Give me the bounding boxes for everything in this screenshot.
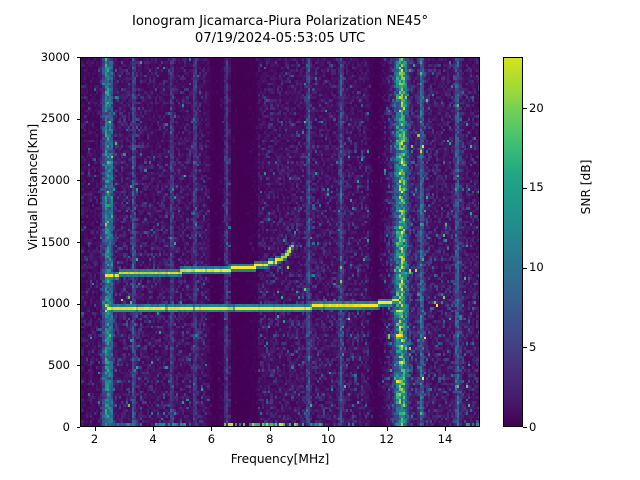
x-tick-mark	[445, 427, 446, 431]
x-tick-label: 8	[266, 432, 274, 446]
colorbar-tick-label: 5	[529, 339, 537, 354]
colorbar-tick-label: 20	[529, 100, 544, 115]
y-tick-mark	[76, 303, 80, 305]
colorbar-tick-label: 0	[529, 419, 537, 434]
ionogram-plot-area	[80, 57, 480, 427]
x-tick-label: 10	[320, 432, 336, 446]
y-tick-label: 3000	[40, 49, 70, 64]
y-tick-label: 500	[48, 357, 70, 372]
y-tick-label: 2000	[40, 172, 70, 187]
colorbar-tick-label: 15	[529, 180, 544, 195]
colorbar-tick-label: 10	[529, 260, 544, 274]
y-tick-mark	[76, 242, 80, 243]
x-tick-mark	[94, 427, 96, 431]
x-tick-label: 6	[207, 432, 216, 446]
colorbar-tick-mark	[523, 267, 527, 269]
colorbar	[503, 57, 523, 427]
y-tick-mark	[76, 118, 80, 120]
colorbar-label: SNR [dB]	[579, 159, 593, 215]
x-tick-label: 12	[379, 432, 394, 446]
x-tick-label: 2	[90, 432, 99, 446]
y-tick-mark	[76, 365, 80, 367]
x-tick-mark	[153, 427, 154, 431]
x-tick-mark	[269, 427, 271, 431]
y-tick-mark	[76, 180, 80, 182]
colorbar-tick-mark	[523, 347, 527, 349]
x-tick-mark	[386, 427, 388, 431]
y-tick-label: 0	[62, 419, 70, 434]
x-tick-mark	[211, 427, 213, 431]
y-tick-label: 1500	[40, 234, 70, 249]
x-tick-label: 14	[437, 432, 453, 446]
chart-title: Ionogram Jicamarca-Piura Polarization NE…	[131, 14, 429, 46]
y-tick-mark	[76, 57, 80, 58]
colorbar-tick-mark	[523, 187, 527, 189]
y-axis-label: Virtual Distance[Km]	[26, 123, 40, 251]
ionogram-heatmap	[81, 58, 479, 426]
x-tick-label: 4	[149, 432, 157, 446]
colorbar-tick-mark	[523, 427, 527, 428]
y-tick-label: 1000	[40, 296, 70, 311]
colorbar-gradient	[503, 57, 523, 427]
colorbar-tick-mark	[523, 108, 527, 109]
x-tick-mark	[328, 427, 330, 431]
y-tick-label: 2500	[40, 111, 70, 126]
x-axis-label: Frequency[MHz]	[230, 452, 330, 466]
y-tick-mark	[76, 427, 80, 428]
